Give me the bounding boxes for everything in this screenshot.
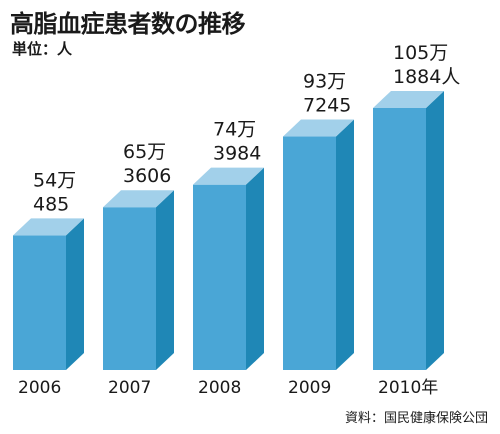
value-label-1-line1: 65万 [123,141,166,163]
category-label-1: 2007 [108,378,151,398]
unit-label: 単位：人 [12,40,73,58]
bar-1-top [103,190,174,208]
value-label-1-line2: 3606 [123,165,171,187]
bar-2-side [246,167,264,370]
bar-1-front [103,207,156,370]
source-note: 資料：国民健康保険公団 [344,411,488,426]
bar-4-top [373,90,444,108]
category-label-4: 2010年 [378,378,438,398]
bar-2-front [193,184,246,370]
bar-3-front [283,136,336,370]
value-label-4-line1: 105万 [393,42,448,64]
value-label-2-line1: 74万 [213,119,256,141]
chart-title: 高脂血症患者数の推移 [10,10,246,38]
bar-0-front [13,235,66,370]
bar-3-side [336,119,354,370]
bar-1-side [156,190,174,370]
category-label-3: 2009 [288,378,331,398]
value-label-3-line2: 7245 [303,95,351,117]
bar-4-front [373,107,426,370]
bar-4-side [426,90,444,370]
value-label-0-line1: 54万 [33,169,76,191]
bar-0-top [13,218,84,236]
value-label-0-line2: 485 [33,193,69,215]
bar-0-side [66,218,84,370]
bar-3-top [283,119,354,137]
category-label-2: 2008 [198,378,241,398]
bar-2-top [193,167,264,185]
value-label-3-line1: 93万 [303,71,346,93]
value-label-4-line2: 1884人 [393,66,460,88]
category-label-0: 2006 [18,378,61,398]
value-label-2-line2: 3984 [213,143,261,165]
